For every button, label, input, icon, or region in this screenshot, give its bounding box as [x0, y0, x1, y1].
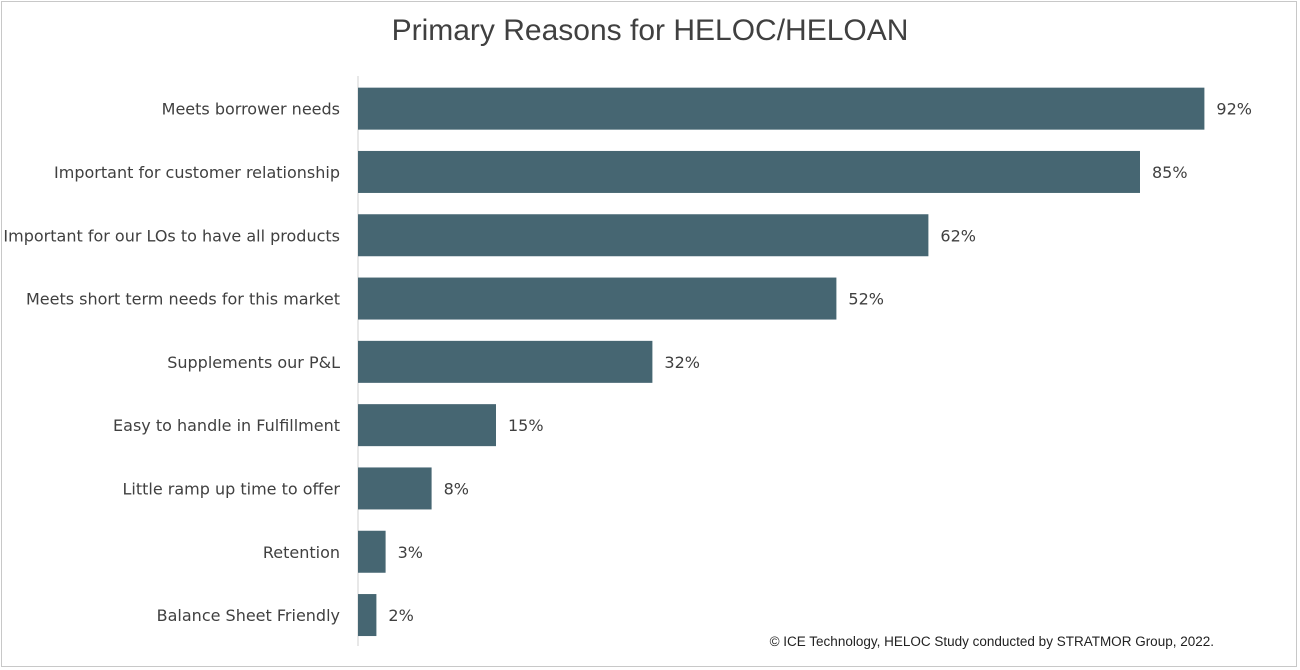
value-label: 62% [940, 226, 976, 245]
category-label: Meets short term needs for this market [26, 290, 340, 309]
bars-group: Meets borrower needs 92% Important for cus… [3, 87, 1252, 637]
category-label: Retention [263, 543, 340, 562]
value-label: 8% [444, 479, 469, 498]
bar-5 [358, 404, 496, 447]
value-label: 15% [508, 416, 544, 435]
category-label: Supplements our P&L [167, 353, 340, 372]
value-label: 92% [1216, 100, 1252, 119]
bar-4 [358, 340, 653, 383]
bar-7 [358, 530, 386, 573]
value-label: 32% [664, 353, 700, 372]
value-label: 2% [388, 606, 413, 625]
bar-8 [358, 594, 377, 637]
category-label: Meets borrower needs [162, 100, 340, 119]
category-label: Easy to handle in Fulfillment [113, 416, 340, 435]
category-label: Little ramp up time to offer [123, 479, 341, 498]
bar-3 [358, 277, 837, 320]
source-credit: © ICE Technology, HELOC Study conducted … [769, 634, 1214, 649]
category-label: Balance Sheet Friendly [157, 606, 340, 625]
bar-1 [358, 150, 1140, 193]
bar-6 [358, 467, 432, 510]
bar-2 [358, 214, 929, 257]
value-label: 52% [848, 290, 884, 309]
value-label: 85% [1152, 163, 1188, 182]
category-label: Important for customer relationship [54, 163, 340, 182]
bar-0 [358, 87, 1205, 130]
chart-title: Primary Reasons for HELOC/HELOAN [391, 14, 909, 47]
category-label: Important for our LOs to have all produc… [3, 226, 340, 245]
value-label: 3% [398, 543, 423, 562]
